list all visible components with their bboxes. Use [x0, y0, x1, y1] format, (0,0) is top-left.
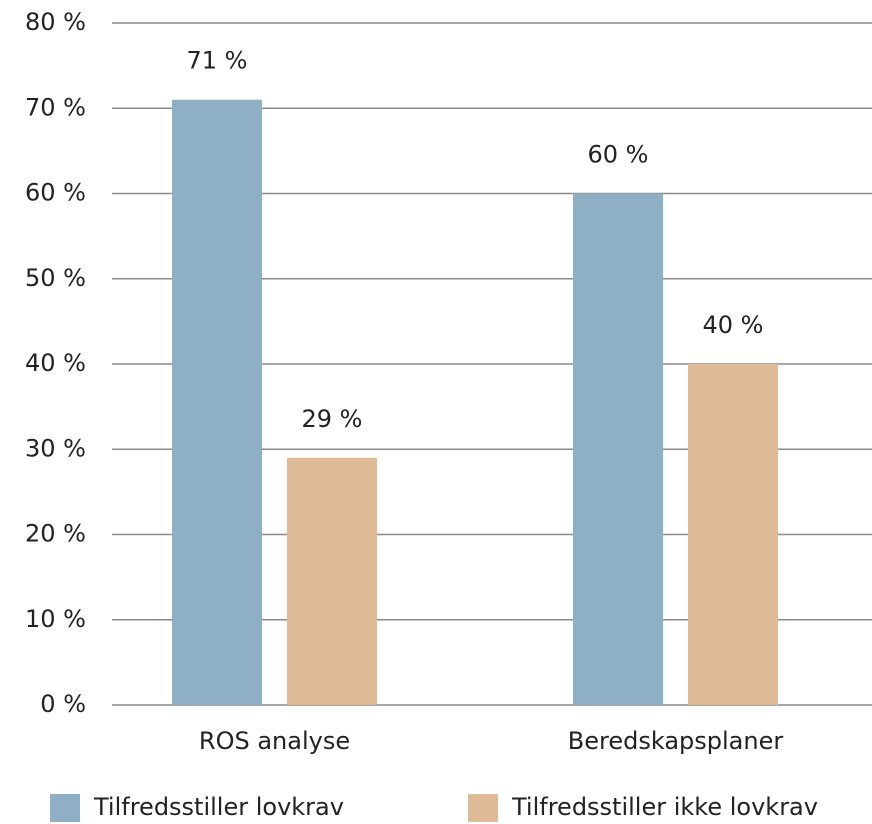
value-label: 71 %	[187, 47, 248, 75]
y-tick-label: 80 %	[25, 8, 86, 36]
y-tick-label: 0 %	[40, 690, 86, 718]
value-label: 29 %	[302, 405, 363, 433]
y-tick-label: 40 %	[25, 349, 86, 377]
legend-label: Tilfredsstiller lovkrav	[93, 793, 344, 821]
legend-label: Tilfredsstiller ikke lovkrav	[511, 793, 818, 821]
legend-swatch	[468, 794, 498, 822]
value-label: 40 %	[703, 311, 764, 339]
bar	[688, 364, 778, 705]
y-tick-label: 70 %	[25, 93, 86, 121]
x-tick-label: ROS analyse	[199, 727, 350, 755]
value-label: 60 %	[588, 141, 649, 169]
bar	[172, 99, 262, 706]
legend-swatch	[50, 794, 80, 822]
y-tick-label: 20 %	[25, 520, 86, 548]
y-tick-label: 50 %	[25, 264, 86, 292]
x-tick-label: Beredskapsplaner	[568, 727, 784, 755]
y-tick-label: 60 %	[25, 179, 86, 207]
bar	[287, 457, 377, 705]
y-tick-label: 30 %	[25, 434, 86, 462]
bar	[573, 193, 663, 705]
y-tick-label: 10 %	[25, 605, 86, 633]
